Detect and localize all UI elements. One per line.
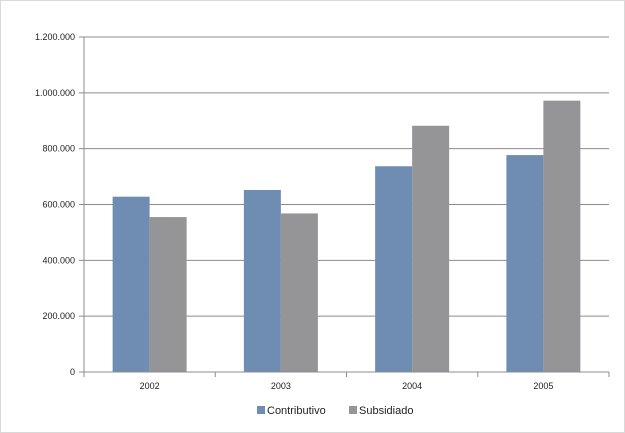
legend: Contributivo Subsidiado [257, 405, 413, 417]
y-tick-label: 0 [70, 367, 75, 377]
y-tick-label: 600.000 [42, 200, 75, 210]
x-axis-tick-labels: 2002 2003 2004 2005 [140, 381, 554, 391]
bar-contributivo-2004 [375, 166, 413, 372]
legend-label-subsidiado: Subsidiado [359, 405, 413, 417]
bars [112, 100, 581, 373]
x-tick-label: 2002 [140, 381, 160, 391]
bar-contributivo-2002 [112, 196, 150, 372]
y-tick-label: 1.200.000 [35, 32, 75, 42]
y-tick-label: 400.000 [42, 255, 75, 265]
bar-contributivo-2005 [506, 155, 544, 372]
x-tick-label: 2003 [271, 381, 291, 391]
legend-swatch-contributivo [257, 406, 265, 414]
y-tick-label: 800.000 [42, 144, 75, 154]
bar-subsidiado-2002 [149, 217, 187, 372]
x-tick-label: 2004 [402, 381, 422, 391]
y-axis-tick-labels: 0 200.000 400.000 600.000 800.000 1.000.000 1.… [35, 32, 75, 377]
bar-subsidiado-2005 [543, 100, 581, 373]
bar-subsidiado-2004 [412, 125, 450, 373]
x-tick-label: 2005 [533, 381, 553, 391]
legend-swatch-subsidiado [349, 406, 357, 414]
bar-subsidiado-2003 [280, 213, 318, 372]
legend-label-contributivo: Contributivo [267, 405, 326, 417]
bar-contributivo-2003 [243, 189, 281, 372]
y-tick-label: 200.000 [42, 311, 75, 321]
axes [83, 37, 610, 377]
y-tick-label: 1.000.000 [35, 88, 75, 98]
